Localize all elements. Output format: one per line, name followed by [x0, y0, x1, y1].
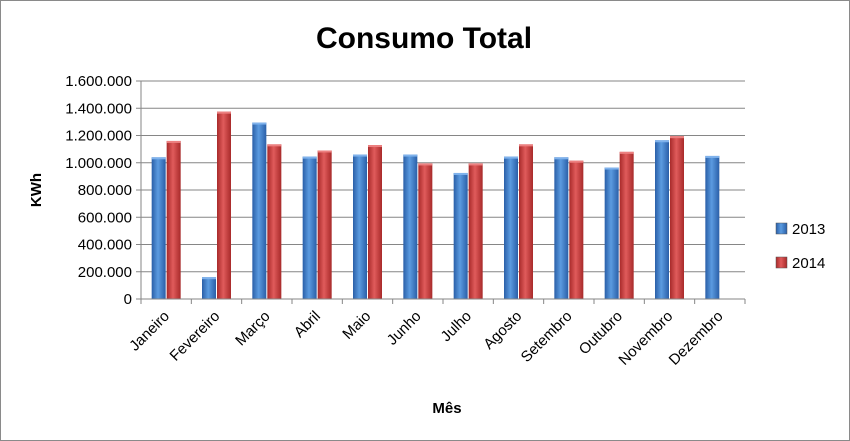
bar-2013-junho — [403, 154, 418, 299]
bar-cap — [655, 140, 669, 143]
bar-2013-maio — [353, 154, 367, 299]
bar-2013-janeiro — [151, 157, 166, 299]
bar-2013-outubro — [604, 167, 619, 299]
x-tick-label: Maio — [339, 308, 374, 343]
y-tick-labels: 0 200.000 400.000 600.000 800.000 1.000.000 1.… — [65, 73, 132, 308]
y-axis-title: KWh — [28, 173, 45, 207]
y-tick-label: 600.000 — [78, 209, 132, 226]
bar-2014-setembro — [569, 160, 584, 299]
bar-cap — [554, 157, 569, 160]
x-tick-label: Março — [232, 308, 273, 349]
bar-cap — [267, 144, 282, 147]
bar-cap — [453, 172, 468, 175]
bar-2014-outubro — [619, 151, 634, 299]
legend-label-2014: 2014 — [792, 255, 825, 272]
x-tick-label: Julho — [438, 308, 475, 345]
bar-cap — [317, 150, 332, 153]
bar-2014-abril — [317, 150, 332, 299]
bar-2014-novembro — [670, 136, 684, 299]
x-tick-label: Novembro — [615, 308, 676, 369]
bar-2013-fevereiro — [202, 277, 216, 299]
bar-2014-fevereiro — [217, 111, 231, 299]
x-axis-title: Mês — [432, 400, 461, 417]
bar-cap — [202, 277, 216, 280]
y-tick-label: 1.600.000 — [65, 73, 132, 90]
bar-cap — [604, 167, 619, 170]
bars — [151, 111, 720, 300]
bar-2013-abril — [302, 156, 317, 299]
legend-label-2013: 2013 — [792, 221, 825, 238]
bar-cap — [302, 156, 317, 159]
y-tick-label: 1.000.000 — [65, 155, 132, 172]
bar-cap — [418, 163, 433, 166]
bar-2014-março — [267, 144, 282, 299]
legend-swatch-2014 — [775, 256, 788, 269]
x-tick-label: Outubro — [576, 308, 626, 358]
bar-cap — [468, 163, 483, 166]
y-tick-label: 0 — [124, 291, 132, 308]
x-tick-label: Janeiro — [126, 308, 173, 355]
bar-cap — [705, 155, 720, 158]
x-tick-label: Abril — [291, 308, 324, 341]
y-tick-label: 200.000 — [78, 264, 132, 281]
bar-2014-junho — [418, 163, 433, 299]
bar-2014-julho — [468, 163, 483, 299]
bar-2013-dezembro — [705, 155, 720, 299]
bar-cap — [403, 154, 418, 157]
bar-cap — [217, 111, 231, 114]
x-tick-label: Junho — [384, 308, 425, 349]
bar-cap — [670, 136, 684, 139]
y-tick-label: 1.200.000 — [65, 128, 132, 145]
bar-2014-maio — [368, 145, 382, 299]
bar-2013-novembro — [655, 140, 669, 299]
bar-2014-agosto — [519, 144, 533, 299]
gridlines — [136, 80, 746, 304]
bar-cap — [353, 154, 367, 157]
bar-2014-janeiro — [166, 140, 181, 299]
bar-cap — [166, 140, 181, 143]
bar-cap — [252, 122, 267, 125]
x-tick-label: Dezembro — [666, 308, 727, 369]
legend: 2013 2014 — [775, 221, 825, 272]
chart-title: Consumo Total — [316, 22, 532, 55]
x-tick-label: Fevereiro — [167, 308, 224, 365]
y-tick-label: 400.000 — [78, 237, 132, 254]
bar-cap — [569, 160, 584, 163]
bar-cap — [504, 156, 518, 159]
x-tick-label: Agosto — [480, 308, 525, 353]
y-tick-label: 1.400.000 — [65, 100, 132, 117]
bar-2013-setembro — [554, 157, 569, 299]
bar-cap — [368, 145, 382, 148]
x-tick-label: Setembro — [518, 308, 576, 366]
bar-cap — [151, 157, 166, 160]
bar-2013-agosto — [504, 156, 518, 299]
legend-swatch-2013 — [775, 222, 788, 235]
bar-cap — [619, 151, 634, 154]
bar-2013-março — [252, 122, 267, 300]
y-tick-label: 800.000 — [78, 182, 132, 199]
bar-2013-julho — [453, 172, 468, 299]
bar-cap — [519, 144, 533, 147]
